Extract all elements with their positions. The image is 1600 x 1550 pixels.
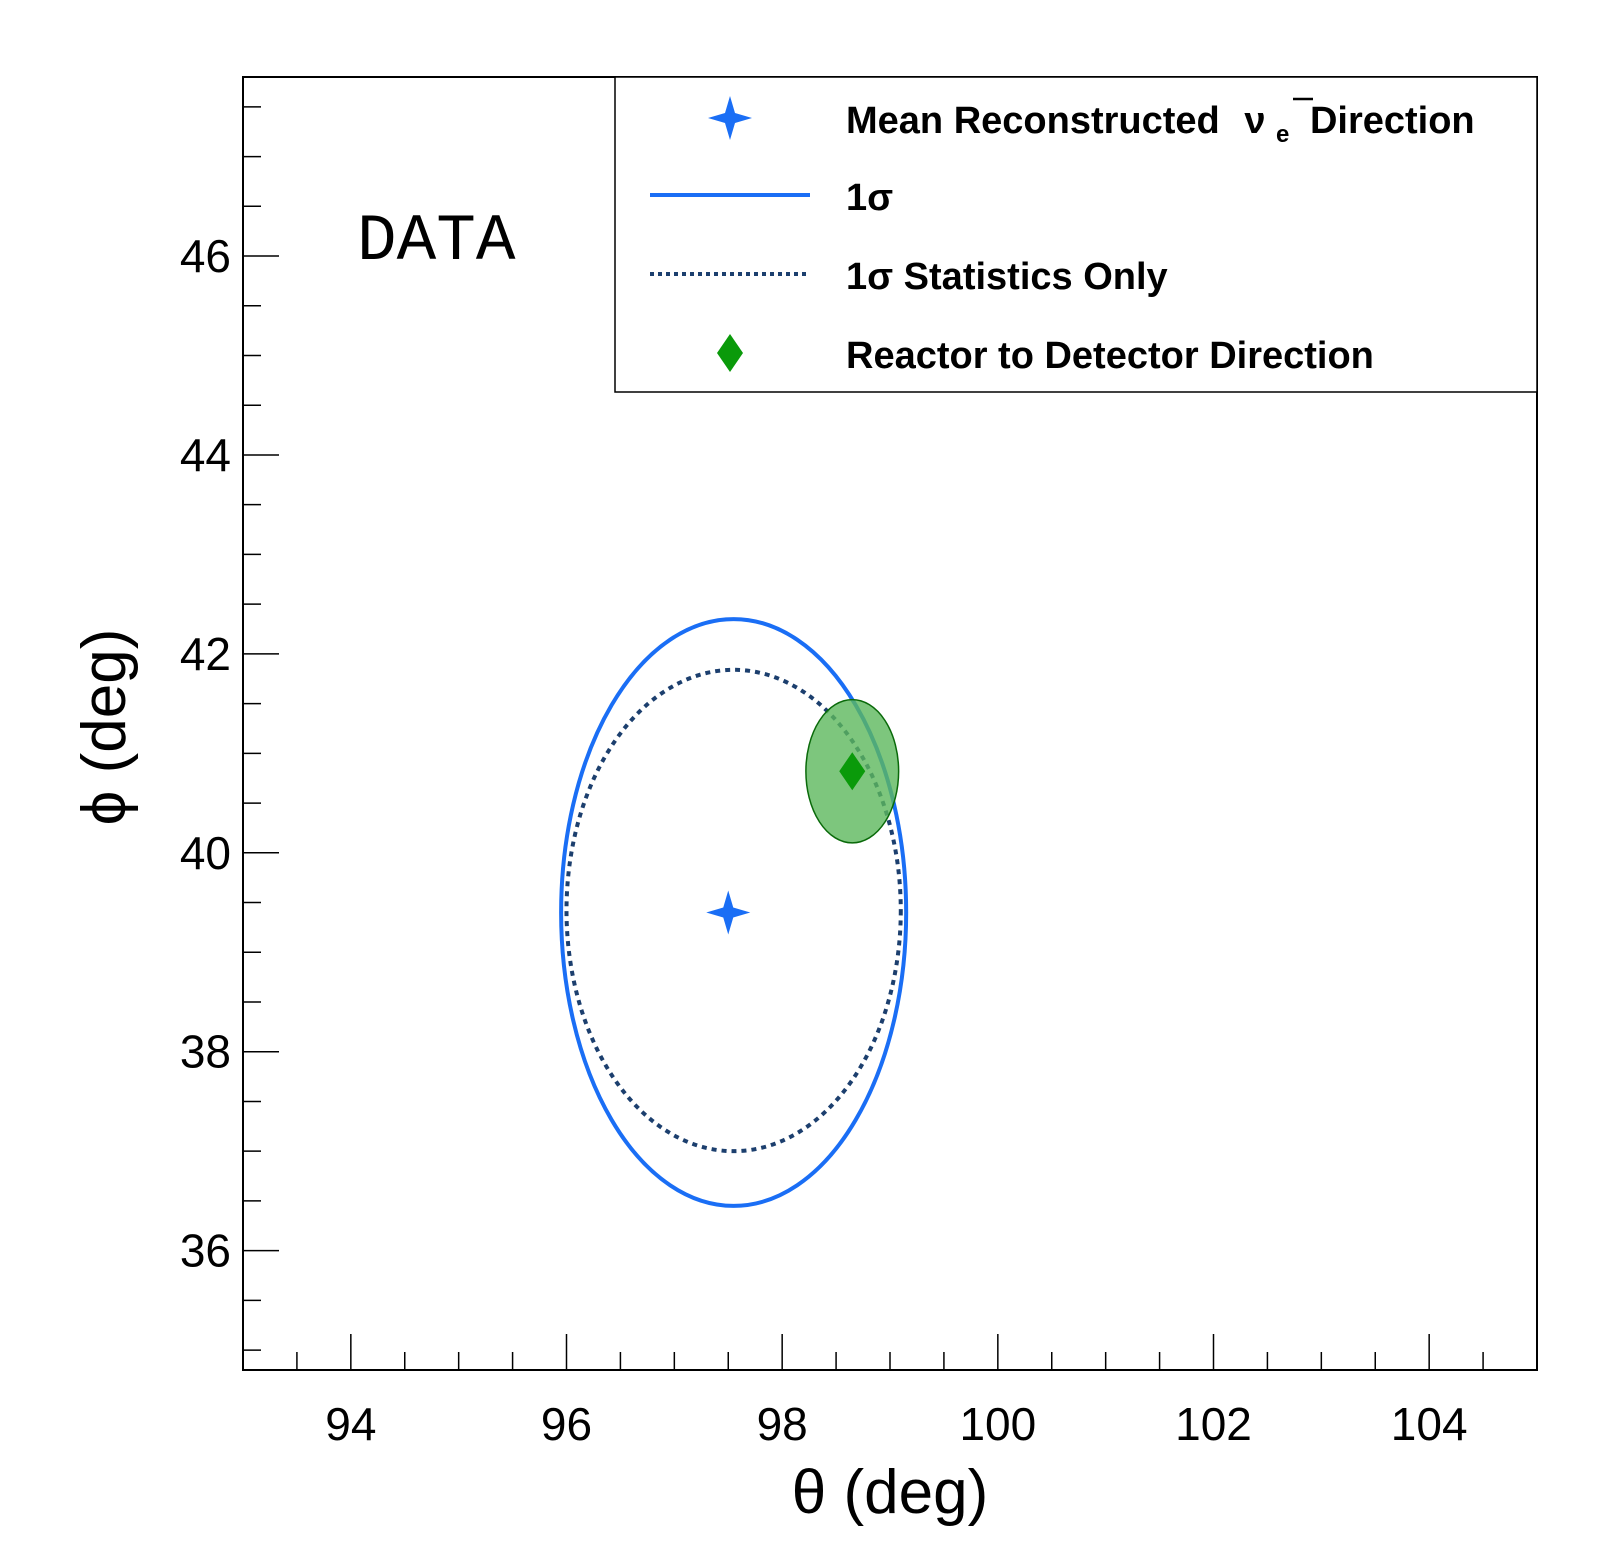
legend-star-icon — [708, 96, 752, 140]
legend-label-mean: Mean Reconstructed ν e Direction — [846, 100, 1475, 151]
x-tick-label: 102 — [1175, 1398, 1252, 1450]
x-tick-label: 100 — [959, 1398, 1036, 1450]
y-tick-label: 46 — [180, 230, 231, 282]
legend: Mean Reconstructed ν e Direction 1σ 1σ S… — [614, 76, 1538, 393]
x-tick-label: 98 — [757, 1398, 808, 1450]
data-annotation: DATA — [357, 204, 516, 279]
x-axis-title: θ (deg) — [792, 1458, 988, 1527]
legend-diamond-icon — [717, 334, 743, 372]
sigma1-contour — [559, 617, 909, 1208]
y-tick-label: 36 — [180, 1225, 231, 1277]
y-axis-title: ϕ (deg) — [70, 629, 139, 826]
x-tick-label: 104 — [1391, 1398, 1468, 1450]
legend-label-sigma: 1σ — [846, 177, 893, 219]
y-tick-label: 44 — [180, 429, 231, 481]
mean-direction-marker — [706, 890, 751, 935]
y-tick-label: 40 — [180, 827, 231, 879]
legend-box — [614, 76, 1538, 393]
x-tick-label: 94 — [325, 1398, 376, 1450]
y-tick-label: 42 — [180, 628, 231, 680]
sigma1-stat-contour — [564, 667, 903, 1154]
legend-label-sigma-stat: 1σ Statistics Only — [846, 256, 1168, 298]
y-tick-label: 38 — [180, 1026, 231, 1078]
x-tick-label: 96 — [541, 1398, 592, 1450]
reactor-direction-marker — [839, 752, 866, 791]
legend-label-reactor: Reactor to Detector Direction — [846, 335, 1374, 377]
